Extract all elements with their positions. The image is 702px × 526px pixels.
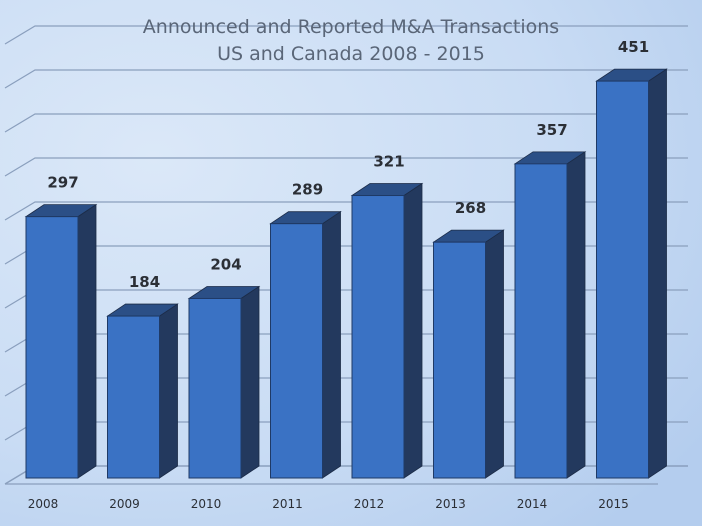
bar-front [514, 163, 568, 479]
x-tick-label: 2015 [598, 497, 629, 511]
gridline [4, 201, 688, 221]
chart-subtitle: US and Canada 2008 - 2015 [217, 43, 485, 65]
x-tick-label: 2008 [28, 497, 59, 511]
bar-front [596, 80, 649, 479]
gridline [4, 69, 688, 89]
bar-side [485, 229, 504, 479]
value-label: 184 [129, 273, 160, 291]
bar-front [188, 297, 242, 479]
bar-side [566, 151, 586, 479]
bar-side [322, 210, 341, 479]
value-labels: 297 184 204 289 321 268 357 451 [47, 38, 649, 291]
x-tick-label: 2012 [354, 497, 385, 511]
gridline [4, 113, 688, 133]
bar-side [648, 68, 667, 479]
value-label: 268 [455, 199, 486, 217]
chart-title: Announced and Reported M&A Transactions [143, 16, 559, 38]
bar-front [270, 223, 323, 479]
x-tick-labels: 2008 2009 2010 2011 2012 2013 2014 2015 [28, 497, 629, 511]
bar-side [240, 285, 260, 479]
gridline [4, 25, 688, 45]
bars [24, 68, 668, 479]
bar-side [159, 303, 178, 479]
value-label: 357 [536, 121, 567, 139]
x-tick-label: 2014 [517, 497, 548, 511]
bar-2009 [106, 303, 179, 479]
x-tick-label: 2013 [435, 497, 466, 511]
value-label: 451 [618, 38, 649, 56]
bar-front [433, 241, 486, 479]
bar-side [77, 203, 97, 479]
bar-front [25, 216, 79, 479]
bar-2010 [187, 285, 261, 479]
bar-2012 [350, 182, 424, 479]
x-tick-label: 2009 [109, 497, 140, 511]
bar-2013 [432, 229, 505, 479]
bar-2015 [595, 68, 668, 479]
value-label: 297 [47, 174, 78, 192]
bar-front [351, 195, 405, 479]
value-label: 204 [210, 255, 241, 273]
gridline [4, 157, 688, 177]
x-tick-label: 2011 [272, 497, 303, 511]
bar-2011 [269, 210, 342, 479]
x-tick-label: 2010 [191, 497, 222, 511]
value-label: 321 [373, 153, 404, 171]
bar-2008 [24, 203, 98, 479]
value-label: 289 [292, 181, 323, 199]
bar-side [403, 182, 423, 479]
bar-2014 [513, 151, 587, 479]
bar-front [107, 315, 160, 479]
